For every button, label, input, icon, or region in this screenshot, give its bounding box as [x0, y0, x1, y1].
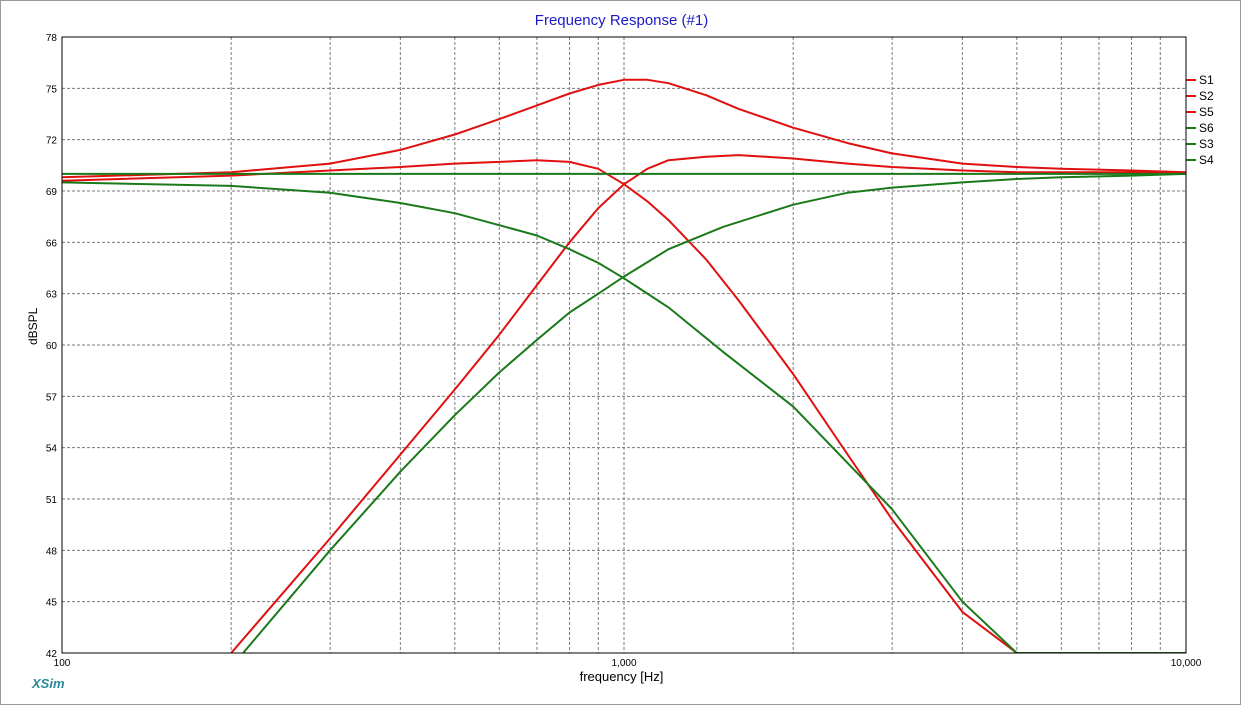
series-lines	[62, 78, 1186, 653]
y-tick-label: 42	[46, 649, 58, 660]
x-tick-label: 1,000	[611, 658, 636, 669]
y-tick-label: 63	[46, 290, 58, 301]
chart-title: Frequency Response (#1)	[534, 12, 709, 29]
legend-label-s5: S5	[1199, 105, 1214, 119]
series-line-s5	[230, 154, 1186, 653]
y-tick-label: 60	[46, 341, 58, 352]
y-tick-label: 57	[46, 392, 58, 403]
legend: S1 S2 S5 S6 S3 S4	[1186, 73, 1214, 167]
series-line-s2	[62, 159, 1018, 653]
y-tick-label: 54	[46, 444, 58, 455]
legend-label-s4: S4	[1199, 153, 1214, 167]
series-line-s1	[62, 78, 1186, 179]
xsim-logo: XSim	[32, 676, 65, 691]
series-line-s6	[62, 181, 1186, 653]
y-tick-label: 69	[46, 187, 58, 198]
y-tick-labels: 42 45 48 51 54 57 60 63 66 69 72 75 78	[46, 33, 58, 660]
x-tick-labels: 100 1,000 10,000	[54, 658, 1202, 669]
plot-border	[61, 36, 1187, 654]
y-axis-label: dBSPL	[26, 307, 40, 345]
x-tick-label: 10,000	[1171, 658, 1202, 669]
grid-lines	[62, 37, 1186, 653]
legend-label-s2: S2	[1199, 89, 1214, 103]
x-tick-label: 100	[54, 658, 71, 669]
y-tick-label: 78	[46, 33, 58, 44]
legend-label-s6: S6	[1199, 121, 1214, 135]
series-line-s3	[242, 172, 1186, 653]
legend-label-s3: S3	[1199, 137, 1214, 151]
y-tick-label: 72	[46, 136, 58, 147]
x-axis-label: frequency [Hz]	[579, 669, 664, 684]
y-tick-label: 51	[46, 495, 58, 506]
y-tick-label: 45	[46, 598, 58, 609]
legend-label-s1: S1	[1199, 73, 1214, 87]
y-tick-label: 66	[46, 238, 58, 249]
y-tick-label: 75	[46, 84, 58, 95]
y-tick-label: 48	[46, 546, 58, 557]
